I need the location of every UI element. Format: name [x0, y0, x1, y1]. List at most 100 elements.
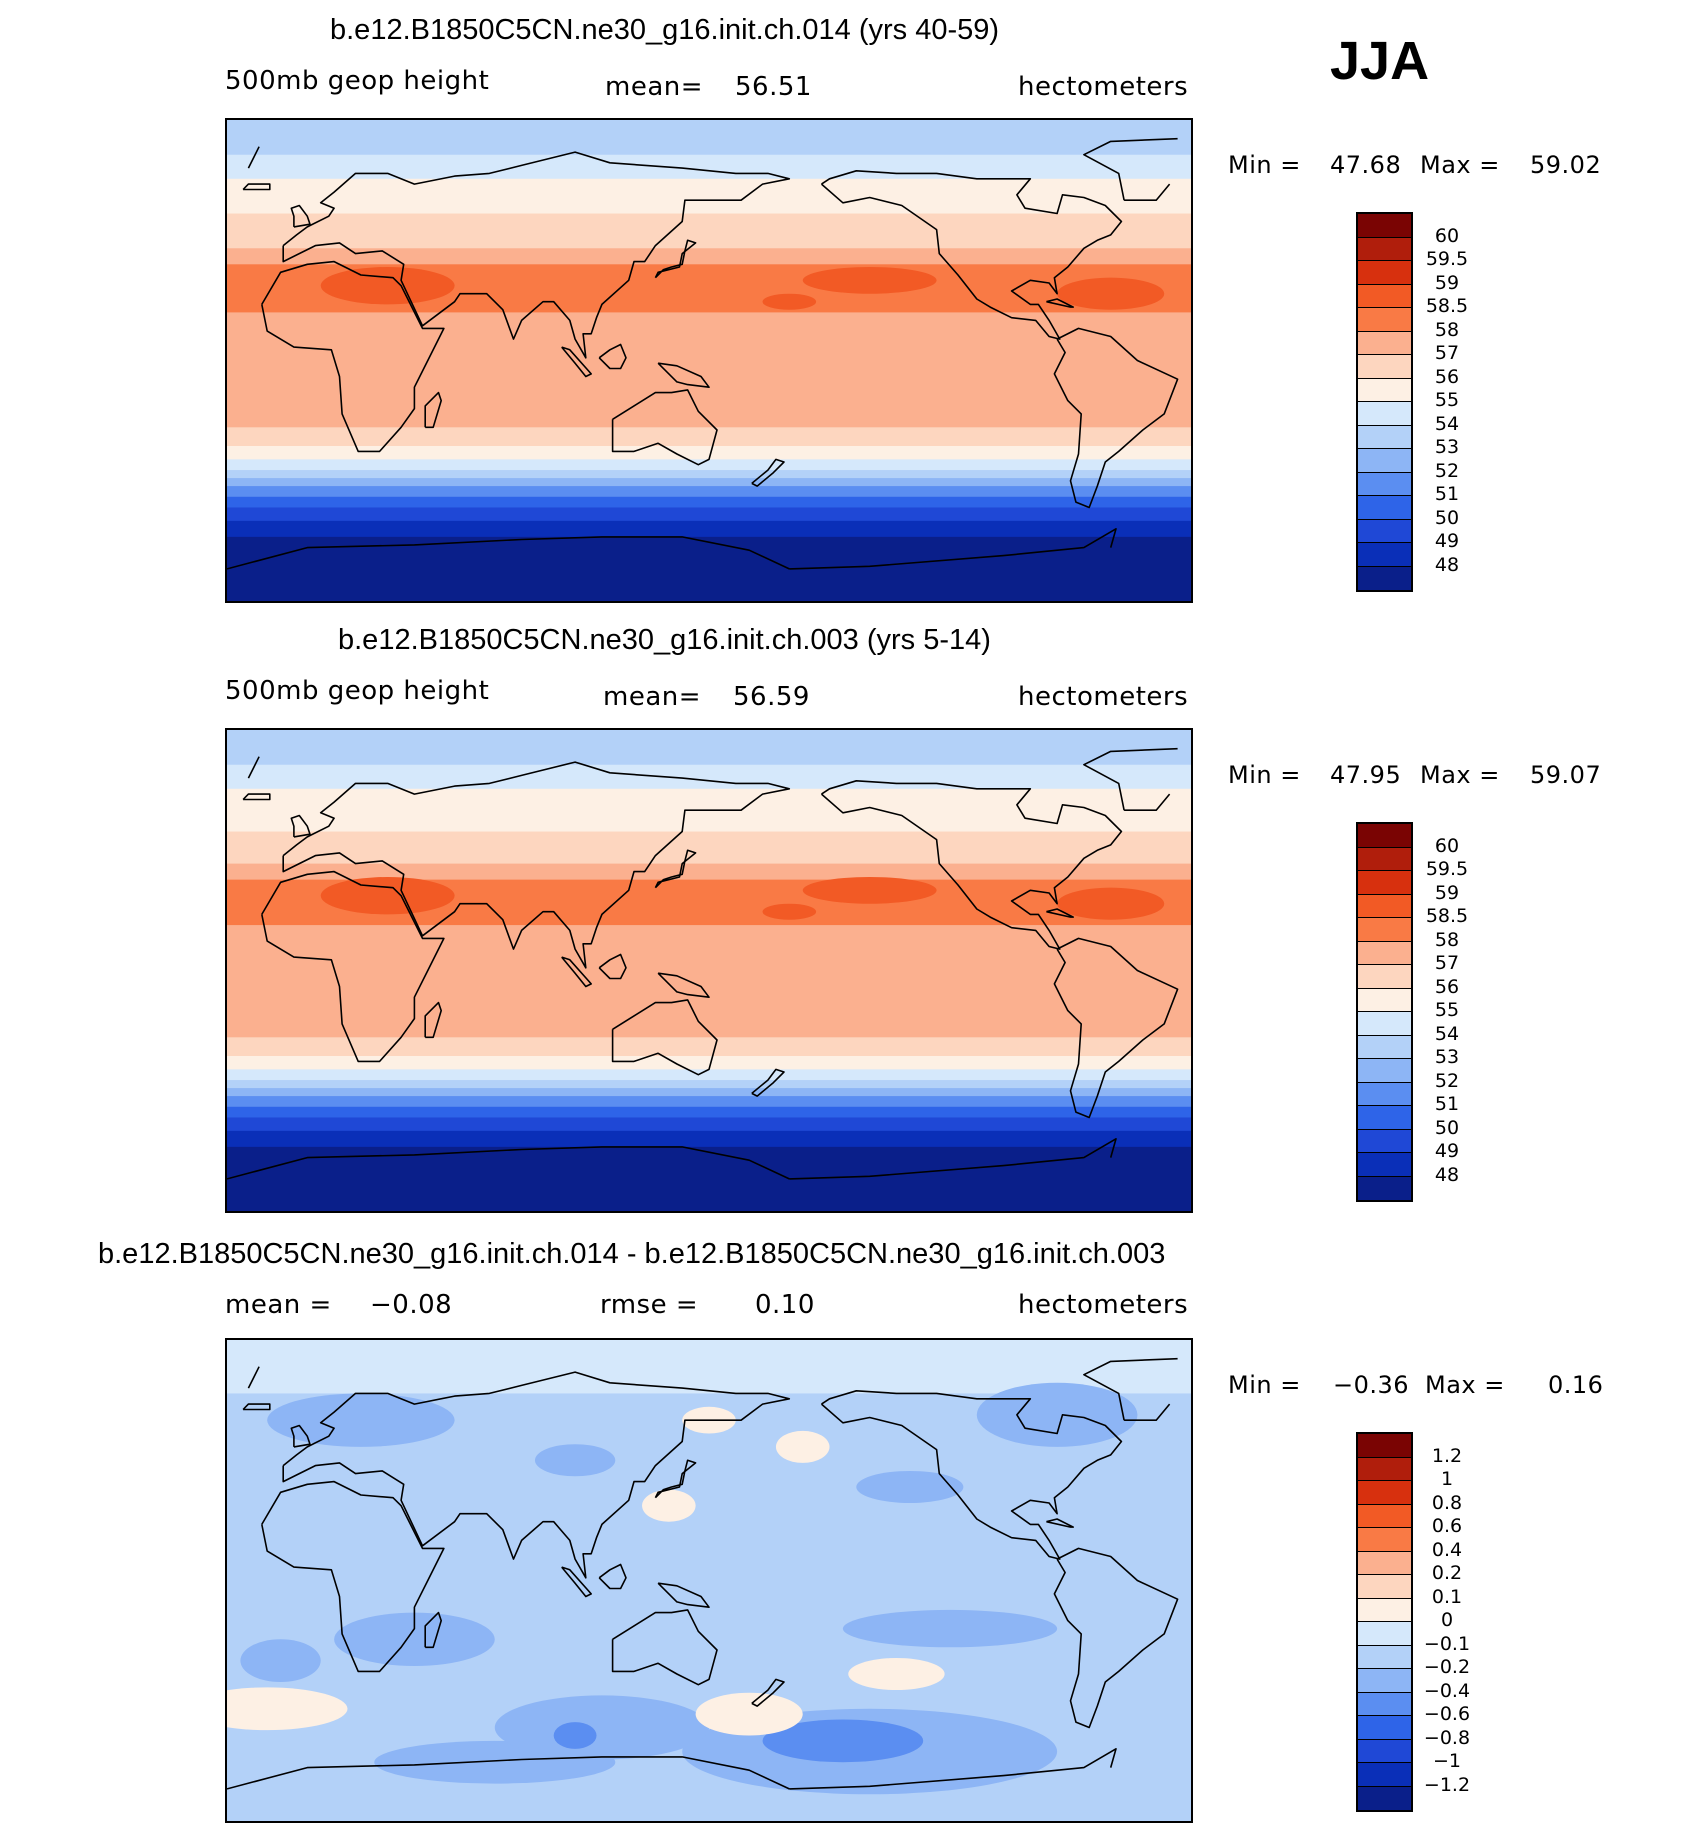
colorbar-swatch: [1358, 543, 1411, 567]
contour-band-6: [227, 312, 1191, 428]
contour-band-8: [227, 1056, 1191, 1070]
coastline-2: [611, 1609, 718, 1686]
colorbar-tick-label: 60: [1434, 834, 1460, 857]
colorbar-swatch: [1358, 1645, 1411, 1669]
colorbar-tick-label: −0.2: [1423, 1656, 1471, 1678]
panel1-min-label: Min =: [1228, 151, 1301, 179]
panel2-min-label: Min =: [1228, 761, 1301, 789]
coastline-14: [242, 1403, 271, 1411]
colorbar-swatch: [1358, 1551, 1411, 1575]
colorbar-swatch: [1358, 1716, 1411, 1740]
panel3-rmse-value: 0.10: [755, 1290, 815, 1320]
colorbar-swatch: [1358, 965, 1411, 989]
contour-band-11: [227, 478, 1191, 487]
contour-band-3: [227, 831, 1191, 865]
coastline-7: [654, 1459, 697, 1499]
contour-band-10: [227, 470, 1191, 479]
contour-band-1: [227, 154, 1191, 180]
anomaly-blob-17: [240, 1639, 321, 1683]
panel1-title: b.e12.B1850C5CN.ne30_g16.init.ch.014 (yr…: [330, 14, 1000, 46]
coastline-10: [598, 343, 627, 370]
colorbar-swatch: [1358, 402, 1411, 426]
colorbar-swatch: [1358, 1786, 1411, 1810]
coastline-3: [820, 170, 1123, 340]
coastline-12: [657, 1582, 710, 1608]
colorbar-tick-label: 59: [1434, 271, 1460, 294]
coastline-12: [657, 362, 710, 388]
panel3-rmse-label: rmse =: [600, 1290, 699, 1320]
coastline-4: [1053, 327, 1179, 509]
coastline-7: [654, 849, 697, 889]
colorbar-tick-label: 56: [1434, 975, 1460, 998]
contour-band-12: [227, 1096, 1191, 1108]
anomaly-blob-9: [842, 1609, 1058, 1648]
panel1-variable: 500mb geop height: [225, 66, 490, 96]
colorbar-tick-label: 51: [1434, 483, 1460, 505]
coastline-5: [247, 1357, 1178, 1421]
coastline-1: [282, 1371, 791, 1579]
colorbar-swatch: [1358, 237, 1411, 261]
colorbar-swatch: [1358, 214, 1411, 238]
coastline-14: [242, 793, 271, 801]
panel2-max-value: 59.07: [1530, 761, 1602, 789]
colorbar-tick-label: 55: [1434, 389, 1460, 411]
colorbar-tick-label: −0.1: [1423, 1632, 1471, 1655]
colorbar-tick-label: 48: [1434, 553, 1460, 576]
contour-band-15: [227, 1130, 1191, 1148]
anomaly-blob-11: [856, 1470, 964, 1504]
coastline-8: [424, 1001, 442, 1039]
high-center-2: [1057, 887, 1165, 920]
panel2-units: hectometers: [1018, 682, 1189, 712]
contour-band-14: [227, 507, 1191, 522]
panel3-max-value: 0.16: [1548, 1371, 1604, 1399]
colorbar-tick-label: 50: [1434, 1116, 1460, 1139]
panel3-min-label: Min =: [1228, 1371, 1301, 1399]
coastline-10: [598, 953, 627, 980]
colorbar-swatch: [1358, 1575, 1411, 1599]
map-canvas: [227, 1340, 1191, 1821]
coastline-11: [561, 346, 592, 378]
colorbar-tick-label: 54: [1434, 412, 1460, 435]
coastline-3: [820, 780, 1123, 950]
colorbar-swatch: [1358, 871, 1411, 895]
colorbar-swatch: [1358, 472, 1411, 496]
colorbar-tick-label: −1.2: [1423, 1773, 1471, 1796]
contour-band-2: [227, 178, 1191, 215]
coastline-12: [657, 972, 710, 998]
colorbar-swatch: [1358, 331, 1411, 355]
panel1-min-value: 47.68: [1330, 151, 1402, 179]
colorbar-tick-label: 53: [1434, 1046, 1460, 1068]
coastline-11: [561, 956, 592, 988]
colorbar-tick-label: 52: [1434, 459, 1460, 482]
coastline-0: [261, 1480, 445, 1673]
coastline-9: [751, 458, 785, 487]
colorbar-swatch: [1358, 1082, 1411, 1106]
colorbar-tick-label: 48: [1434, 1163, 1460, 1186]
contour-band-15: [227, 520, 1191, 538]
colorbar-swatch: [1358, 847, 1411, 871]
colorbar-swatch: [1358, 1528, 1411, 1552]
panel2-variable: 500mb geop height: [225, 676, 490, 706]
colorbar-swatch: [1358, 1012, 1411, 1036]
colorbar-swatch: [1358, 1763, 1411, 1787]
panel3-mean-value: −0.08: [370, 1290, 453, 1320]
contour-band-11: [227, 1088, 1191, 1097]
colorbar-tick-label: −0.4: [1423, 1679, 1471, 1702]
panel2-title: b.e12.B1850C5CN.ne30_g16.init.ch.003 (yr…: [338, 624, 991, 656]
panel3-title: b.e12.B1850C5CN.ne30_g16.init.ch.014 - b…: [98, 1238, 1166, 1270]
colorbar-swatch: [1358, 1457, 1411, 1481]
panel1-map: [225, 118, 1193, 603]
colorbar-swatch: [1358, 1129, 1411, 1153]
anomaly-blob-16: [775, 1430, 830, 1463]
contour-band-13: [227, 1106, 1191, 1118]
colorbar-tick-label: 52: [1434, 1069, 1460, 1092]
contour-band-14: [227, 1117, 1191, 1132]
season-label: JJA: [1330, 31, 1430, 91]
coastline-14: [242, 183, 271, 191]
high-center-1: [802, 266, 937, 294]
panel2-min-value: 47.95: [1330, 761, 1402, 789]
colorbar-tick-label: 49: [1434, 1140, 1460, 1162]
panel1-max-value: 59.02: [1530, 151, 1602, 179]
colorbar-tick-label: 60: [1434, 224, 1460, 247]
colorbar-swatch: [1358, 1669, 1411, 1693]
